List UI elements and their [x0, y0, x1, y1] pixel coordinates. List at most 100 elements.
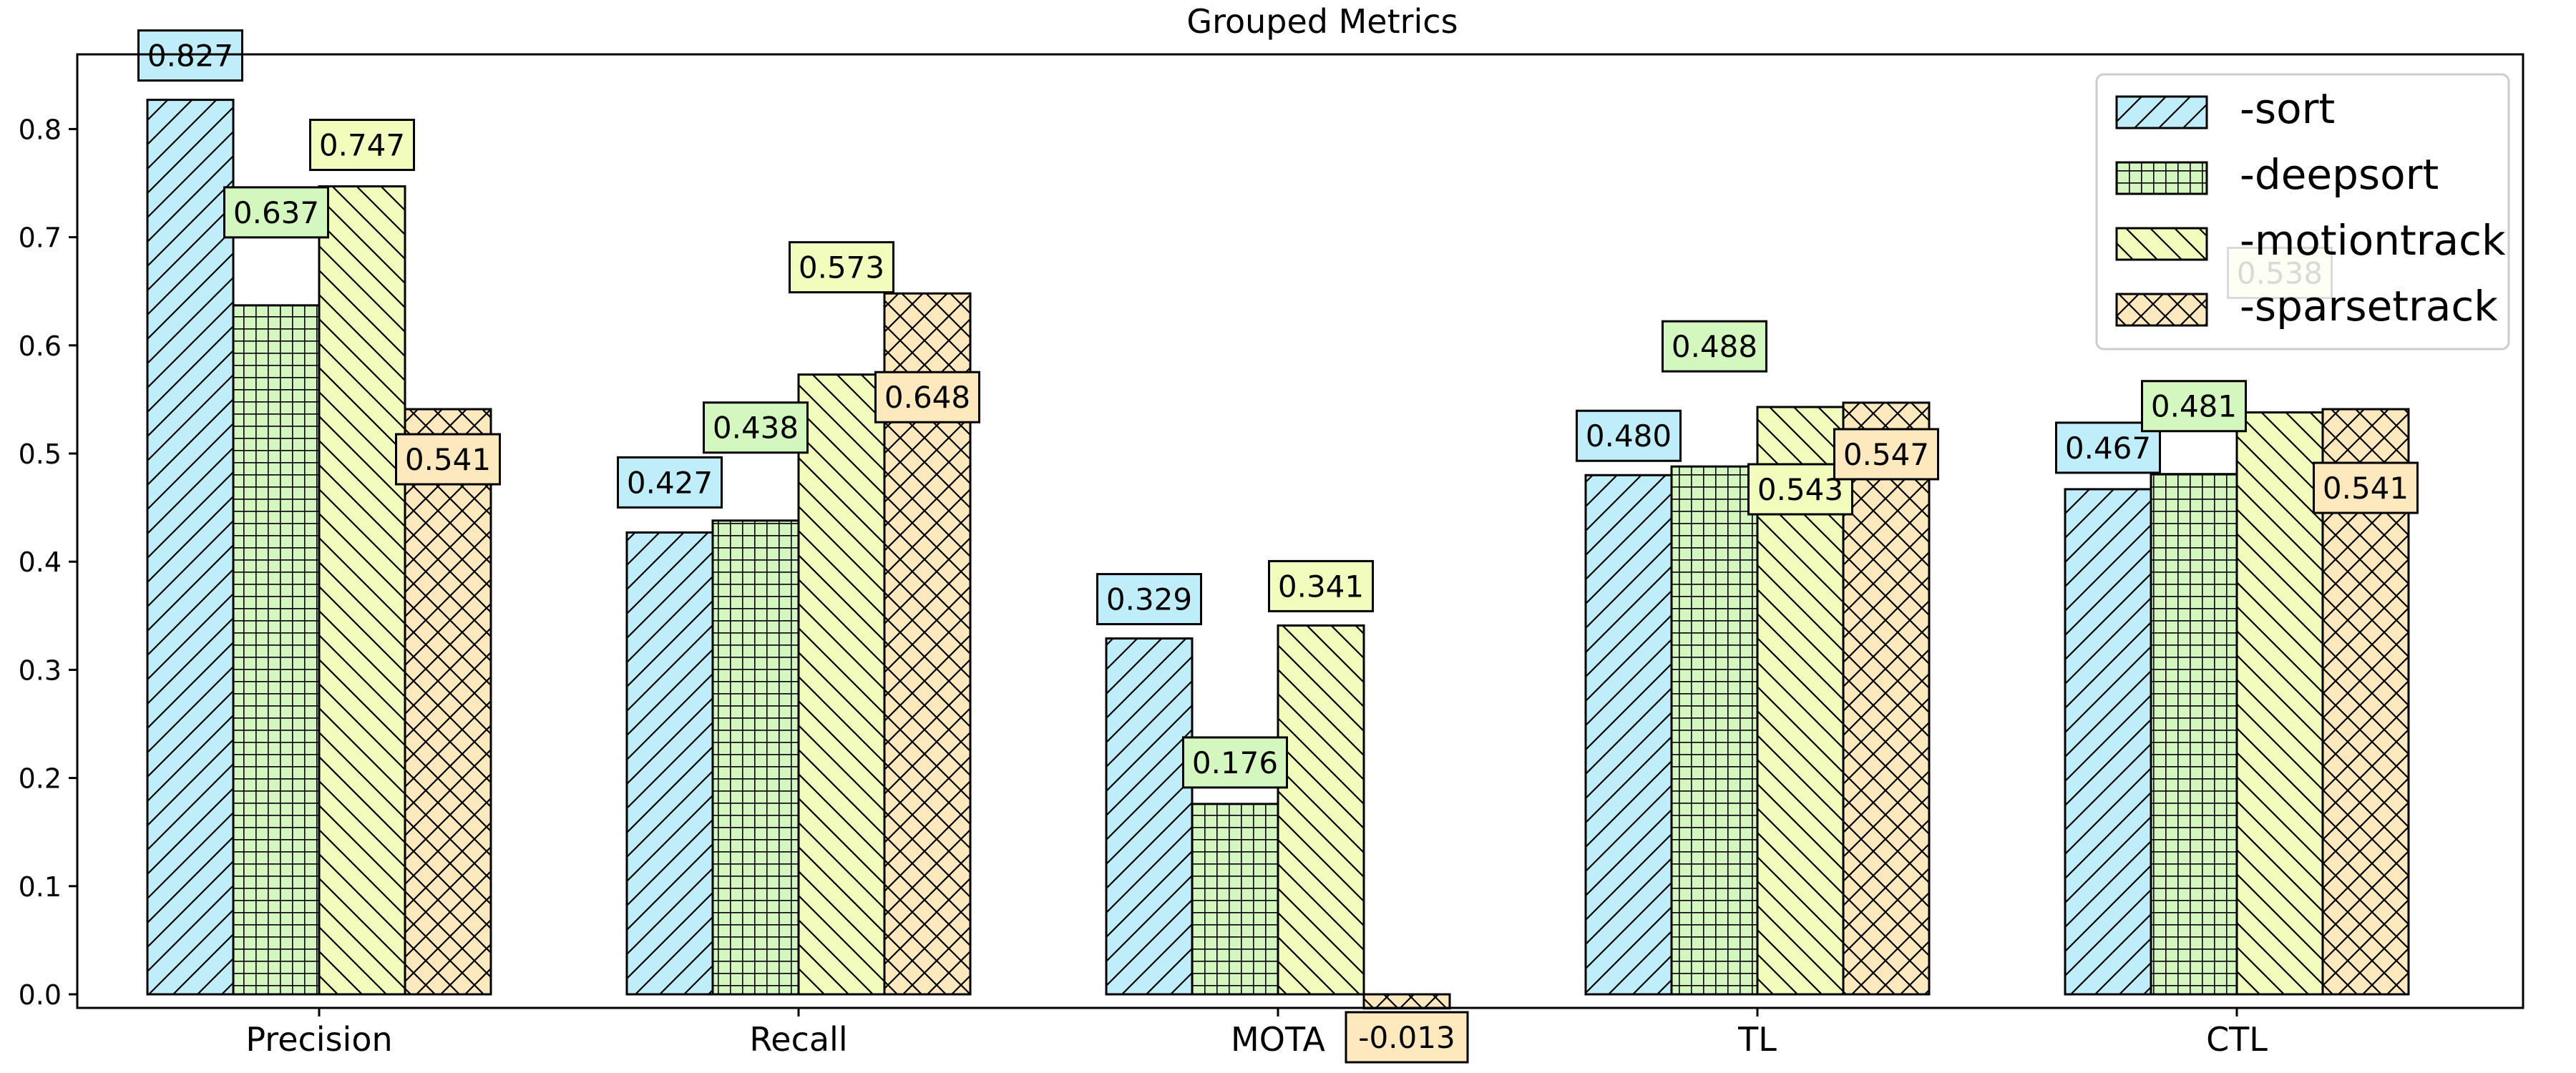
- bar: [404, 408, 492, 996]
- y-tick-label: 0.7: [19, 222, 62, 254]
- y-tick-label: 0.2: [19, 763, 62, 795]
- plot-area-frame: [76, 53, 2524, 1009]
- legend: -sort -deepsort -motiontrack -sparsetrack: [2095, 73, 2510, 351]
- legend-label: -sort: [2240, 84, 2335, 133]
- data-label-text: 0.176: [1192, 745, 1278, 780]
- data-label-text: -0.013: [1358, 1020, 1455, 1055]
- y-tick-label: 0.5: [19, 438, 62, 470]
- data-label-text: 0.480: [1586, 418, 1672, 454]
- data-label-box: [1833, 428, 1939, 481]
- data-label: 0.481: [2141, 380, 2247, 433]
- legend-swatch: [2115, 95, 2208, 129]
- data-label-box: [874, 371, 980, 423]
- data-label: 0.573: [789, 241, 894, 294]
- bar: [1105, 637, 1194, 996]
- data-label-text: 0.481: [2151, 389, 2237, 424]
- data-label-box: [2141, 380, 2247, 433]
- data-label: 0.541: [395, 433, 501, 486]
- y-tick-label: 0.4: [19, 547, 62, 578]
- legend-frame: [2095, 73, 2510, 351]
- legend-label: -deepsort: [2240, 150, 2439, 199]
- data-label: 0.176: [1182, 736, 1288, 789]
- data-label-text: 0.427: [627, 465, 713, 500]
- data-label-text: 0.547: [1843, 437, 1929, 472]
- data-label-text: 0.467: [2065, 431, 2151, 466]
- data-label: 0.329: [1096, 573, 1202, 626]
- data-label-text: 0.341: [1278, 569, 1364, 604]
- bar: [2235, 411, 2324, 996]
- bar: [797, 373, 886, 996]
- data-label: 0.747: [309, 119, 415, 172]
- data-label-box: [1268, 559, 1374, 612]
- data-label-box: [223, 186, 329, 239]
- bar: [1842, 401, 1931, 996]
- x-tick-label: CTL: [2206, 1020, 2268, 1059]
- bar: [1362, 993, 1451, 1010]
- bar: [318, 185, 406, 996]
- bar: [1584, 474, 1673, 996]
- y-tick-label: 0.3: [19, 655, 62, 686]
- bar: [711, 519, 800, 996]
- data-label-box: [617, 456, 723, 509]
- x-tick-label: MOTA: [1231, 1020, 1325, 1059]
- data-label-group: 0.827 0.427 0.329 0.480 0.467 0.637 0.438 0.176…: [137, 29, 2419, 1064]
- data-label-text: 0.438: [713, 411, 799, 446]
- data-label-box: [137, 29, 243, 82]
- data-label: 0.547: [1833, 428, 1939, 481]
- data-label-box: [1182, 736, 1288, 789]
- legend-swatch: [2115, 161, 2208, 195]
- data-label-text: 0.541: [2323, 471, 2409, 506]
- x-tick-label: Recall: [749, 1020, 847, 1059]
- bar: [2150, 473, 2238, 996]
- bar: [146, 99, 235, 996]
- data-label: 0.488: [1662, 320, 1767, 373]
- y-tick-label: 0.8: [19, 114, 62, 145]
- bar: [232, 304, 321, 996]
- data-label-text: 0.648: [884, 380, 970, 415]
- y-axis: 0.0 0.1 0.2 0.3 0.4 0.5 0.6 0.7 0.8: [19, 114, 77, 1011]
- data-label: 0.438: [703, 401, 809, 454]
- x-tick-label: TL: [1737, 1020, 1777, 1059]
- legend-label: -sparsetrack: [2240, 282, 2498, 330]
- data-label-text: 0.637: [233, 195, 319, 230]
- x-tick-label: Precision: [245, 1020, 392, 1059]
- data-label: 0.480: [1576, 409, 1682, 462]
- y-tick-label: 0.6: [19, 330, 62, 362]
- data-label: 0.341: [1268, 559, 1374, 612]
- legend-swatch: [2115, 227, 2208, 261]
- data-label-box: [2313, 461, 2419, 514]
- data-label-box: [1662, 320, 1767, 373]
- data-label-text: 0.573: [799, 250, 884, 285]
- data-label-box: [789, 241, 894, 294]
- data-label-box: [309, 119, 415, 172]
- data-label-text: 0.329: [1106, 582, 1192, 617]
- data-label-box: [1576, 409, 1682, 462]
- data-label-box: [703, 401, 809, 454]
- data-label-text: 0.488: [1672, 329, 1757, 364]
- data-label-text: 0.541: [405, 442, 491, 477]
- bar: [1277, 624, 1365, 996]
- data-label-text: 0.827: [147, 39, 233, 74]
- y-tick-label: 0.1: [19, 871, 62, 903]
- data-label-box: [1345, 1011, 1469, 1064]
- data-label: 0.648: [874, 371, 980, 423]
- data-label-text: 0.543: [1757, 472, 1843, 507]
- data-label-text: 0.747: [319, 128, 405, 163]
- data-label: 0.827: [137, 29, 243, 82]
- data-label-box: [395, 433, 501, 486]
- x-axis: Precision Recall MOTA TL CTL: [245, 1008, 2268, 1059]
- bar: [625, 531, 714, 996]
- bar: [1670, 465, 1759, 996]
- legend-label: -motiontrack: [2240, 216, 2506, 265]
- bar: [1191, 803, 1279, 996]
- data-label: -0.013: [1345, 1011, 1469, 1064]
- data-label-box: [1096, 573, 1202, 626]
- bar: [2064, 488, 2152, 996]
- bar-series-group: [146, 99, 2410, 1010]
- data-label: 0.637: [223, 186, 329, 239]
- data-label: 0.541: [2313, 461, 2419, 514]
- y-tick-label: 0.0: [19, 979, 62, 1011]
- data-label: 0.427: [617, 456, 723, 509]
- chart-title: Grouped Metrics: [1186, 2, 1458, 41]
